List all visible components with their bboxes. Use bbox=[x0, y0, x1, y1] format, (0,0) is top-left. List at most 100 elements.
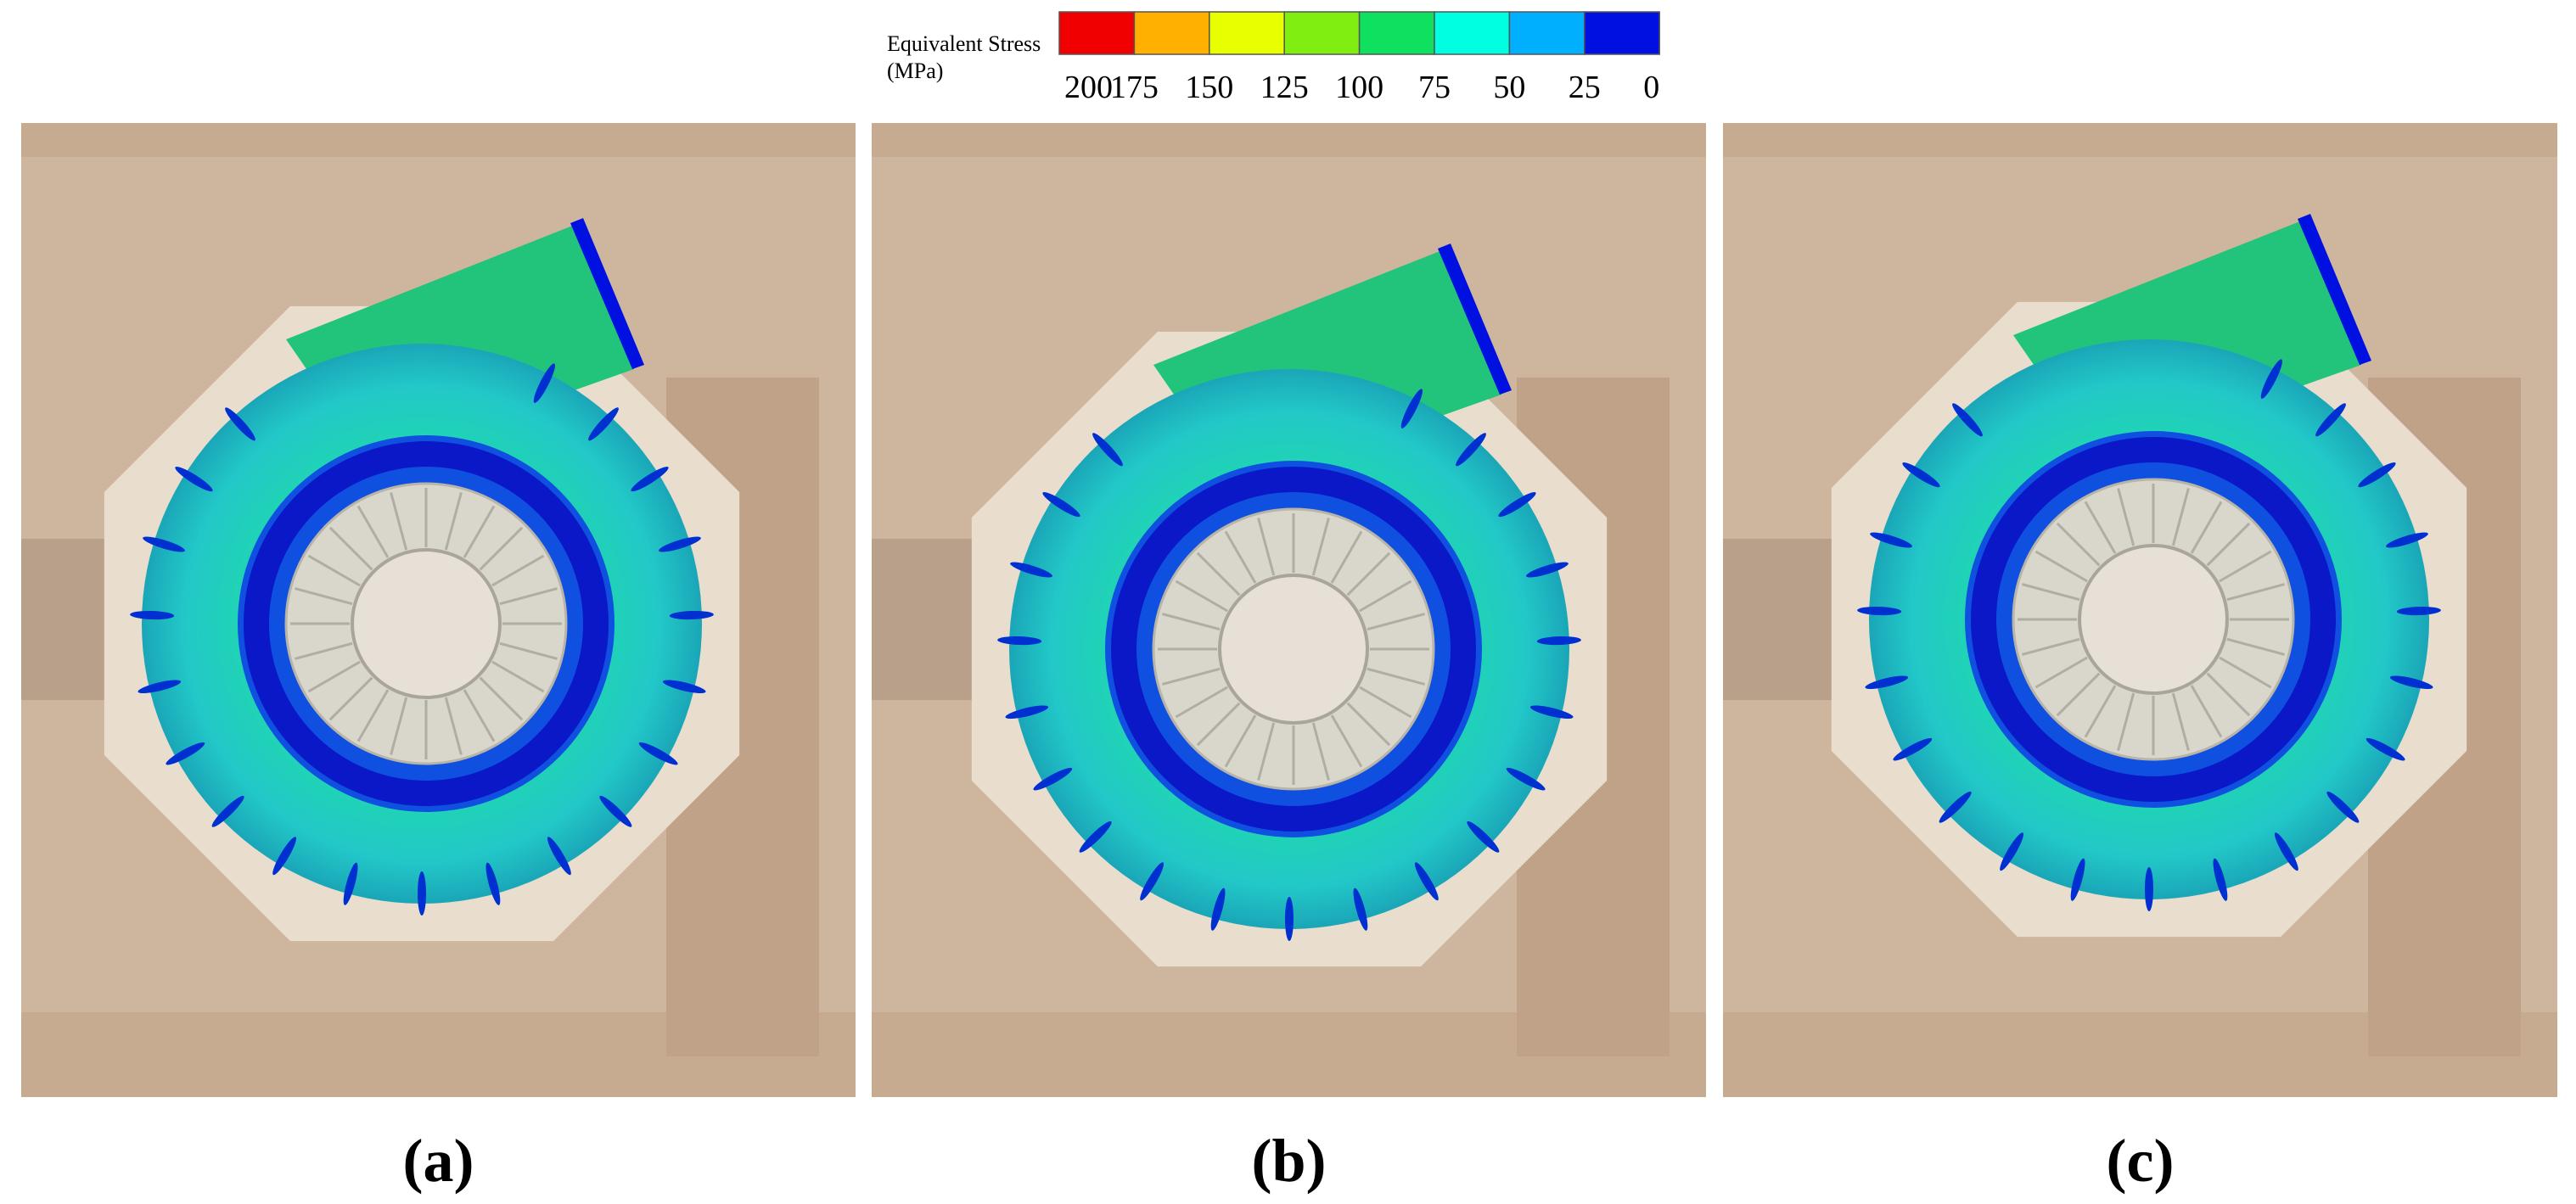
legend-label: 200 bbox=[1064, 70, 1113, 105]
rib-mark bbox=[175, 467, 213, 492]
runner-blade bbox=[1311, 518, 1330, 576]
runner-blade bbox=[1162, 613, 1221, 631]
rib-mark bbox=[2213, 858, 2228, 901]
runner-blade bbox=[1257, 722, 1276, 781]
runner-blade bbox=[2022, 637, 2080, 656]
rib-mark bbox=[130, 610, 175, 620]
runner-blade bbox=[328, 526, 373, 571]
hub bbox=[351, 548, 502, 699]
rib-mark bbox=[225, 407, 255, 441]
legend-label: 100 bbox=[1335, 70, 1383, 105]
panel bbox=[1723, 123, 2557, 1097]
runner-blade bbox=[1330, 530, 1363, 584]
runner-blade bbox=[307, 554, 361, 587]
legend-label: 0 bbox=[1643, 70, 1659, 105]
panel-label: (a) bbox=[403, 1127, 474, 1195]
panel-label: (c) bbox=[2107, 1127, 2175, 1195]
rib-mark bbox=[211, 795, 244, 827]
rib-mark bbox=[1400, 389, 1423, 428]
rib-mark bbox=[1456, 433, 1486, 467]
runner-blade bbox=[2056, 522, 2101, 567]
rib-mark bbox=[638, 742, 678, 765]
rib-mark bbox=[143, 536, 185, 552]
runner-blade bbox=[2219, 550, 2272, 583]
runner-blade bbox=[390, 492, 408, 551]
runner-blade bbox=[463, 689, 496, 742]
runner-blade bbox=[444, 492, 463, 551]
runner-blade bbox=[2190, 685, 2223, 738]
runner-blade bbox=[2171, 488, 2190, 546]
rib-mark bbox=[599, 795, 632, 827]
runner-blade bbox=[2056, 672, 2101, 717]
rib-mark bbox=[1893, 737, 1933, 761]
rib-mark bbox=[1952, 403, 1983, 437]
rib-mark bbox=[2386, 532, 2428, 548]
pipe-flange bbox=[570, 218, 644, 369]
legend-label: 75 bbox=[1418, 70, 1451, 105]
runner-blade bbox=[1330, 714, 1363, 768]
legend-label: 150 bbox=[1185, 70, 1233, 105]
rib-mark bbox=[2315, 403, 2346, 437]
rib-mark bbox=[1210, 888, 1226, 931]
rib-mark bbox=[2274, 832, 2298, 871]
runner-blade bbox=[1162, 667, 1221, 686]
runner-blade bbox=[2226, 583, 2285, 602]
runner-blade bbox=[295, 587, 353, 606]
runner-blade bbox=[491, 660, 545, 693]
rib-mark bbox=[485, 862, 501, 905]
legend-swatch bbox=[1283, 11, 1361, 55]
rib-mark bbox=[659, 536, 701, 552]
rib-mark bbox=[1092, 433, 1123, 467]
rib-mark bbox=[2326, 791, 2360, 823]
runner-blade bbox=[356, 505, 390, 558]
panel-label: (b) bbox=[1252, 1127, 1327, 1195]
legend-title: Equivalent Stress bbox=[887, 31, 1041, 56]
rib-mark bbox=[2366, 737, 2405, 761]
runner-blade bbox=[1359, 686, 1412, 719]
legend-swatch bbox=[1584, 11, 1660, 55]
rib-mark bbox=[1536, 636, 1581, 646]
runner-blade bbox=[479, 676, 524, 721]
legend-label: 175 bbox=[1110, 70, 1159, 105]
runner-blade bbox=[2171, 692, 2190, 751]
rib-mark bbox=[1140, 862, 1165, 901]
rib-mark bbox=[1353, 888, 1368, 931]
runner-blade bbox=[2022, 583, 2080, 602]
runner-blade bbox=[2084, 501, 2117, 554]
rib-mark bbox=[2145, 867, 2153, 911]
pipe-flange bbox=[1438, 244, 1512, 395]
rib-mark bbox=[418, 871, 426, 916]
runner-blade bbox=[2084, 685, 2117, 738]
rib-mark bbox=[1033, 767, 1073, 791]
stay-ring bbox=[244, 441, 609, 806]
rib-mark bbox=[2260, 359, 2282, 399]
rib-mark bbox=[1079, 820, 1112, 853]
runner-blade bbox=[1196, 702, 1241, 747]
rib-mark bbox=[1010, 562, 1052, 578]
legend-swatch bbox=[1058, 11, 1136, 55]
runner-blade bbox=[1367, 613, 1425, 631]
runner-blade bbox=[2206, 522, 2251, 567]
runner-blade bbox=[1224, 714, 1257, 768]
runner-blade bbox=[295, 641, 353, 660]
runner-blade bbox=[2034, 550, 2088, 583]
rib-mark bbox=[1498, 492, 1536, 518]
rib-mark bbox=[1467, 820, 1500, 853]
runner-blade bbox=[2034, 656, 2088, 689]
rib-mark bbox=[1902, 462, 1940, 488]
runner-blade bbox=[1196, 552, 1241, 596]
rib-mark bbox=[631, 467, 669, 492]
rib-mark bbox=[588, 407, 619, 441]
rib-mark bbox=[2396, 606, 2441, 616]
runner-blade bbox=[2117, 692, 2135, 751]
rib-mark bbox=[1005, 705, 1049, 720]
runner-blade bbox=[2226, 637, 2285, 656]
legend-swatch bbox=[1358, 11, 1435, 55]
rib-mark bbox=[662, 680, 706, 694]
panel bbox=[872, 123, 1706, 1097]
rib-mark bbox=[1526, 562, 1569, 578]
legend-label: 50 bbox=[1493, 70, 1525, 105]
hub bbox=[1218, 574, 1369, 725]
runner-blade bbox=[2117, 488, 2135, 546]
